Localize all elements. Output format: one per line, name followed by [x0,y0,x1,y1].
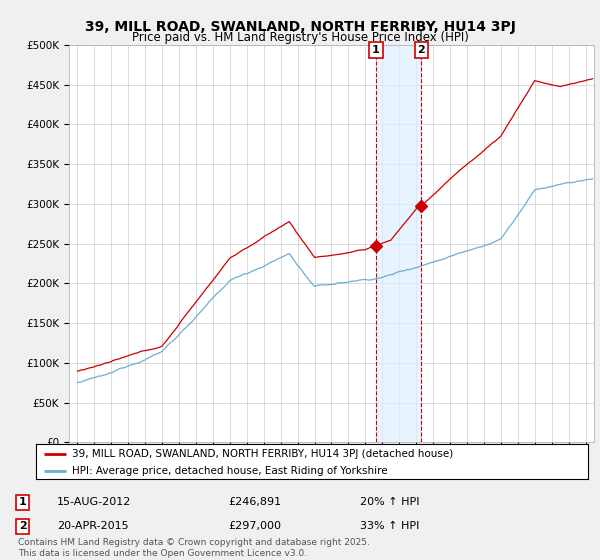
Text: 1: 1 [372,45,380,55]
Bar [376,45,421,442]
Text: £297,000: £297,000 [228,521,281,531]
Text: 15-AUG-2012: 15-AUG-2012 [57,497,131,507]
Text: Contains HM Land Registry data © Crown copyright and database right 2025.
This d: Contains HM Land Registry data © Crown c… [18,538,370,558]
Text: 39, MILL ROAD, SWANLAND, NORTH FERRIBY, HU14 3PJ: 39, MILL ROAD, SWANLAND, NORTH FERRIBY, … [85,20,515,34]
Text: 20-APR-2015: 20-APR-2015 [57,521,128,531]
Text: 33% ↑ HPI: 33% ↑ HPI [360,521,419,531]
Text: Price paid vs. HM Land Registry's House Price Index (HPI): Price paid vs. HM Land Registry's House … [131,31,469,44]
Text: 2: 2 [418,45,425,55]
Text: £246,891: £246,891 [228,497,281,507]
Text: HPI: Average price, detached house, East Riding of Yorkshire: HPI: Average price, detached house, East… [72,466,388,476]
Text: 20% ↑ HPI: 20% ↑ HPI [360,497,419,507]
Text: 39, MILL ROAD, SWANLAND, NORTH FERRIBY, HU14 3PJ (detached house): 39, MILL ROAD, SWANLAND, NORTH FERRIBY, … [72,449,453,459]
Text: 1: 1 [19,497,26,507]
Text: 2: 2 [19,521,26,531]
